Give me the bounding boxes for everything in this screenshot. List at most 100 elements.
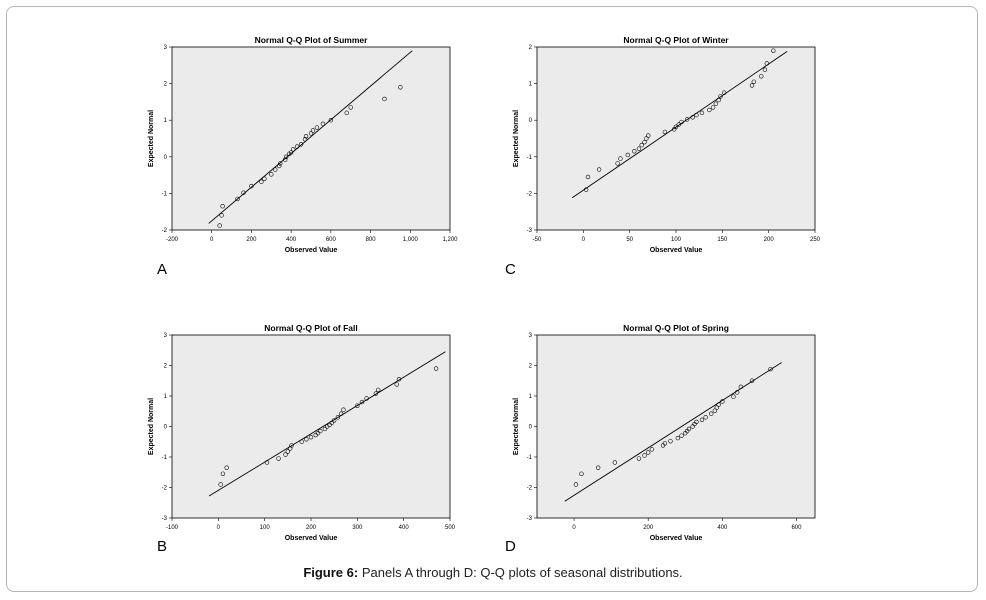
data-point — [646, 133, 651, 138]
data-point — [219, 213, 224, 218]
x-tick-label: 150 — [717, 237, 728, 243]
y-tick-label: 1 — [529, 394, 533, 400]
data-point — [768, 366, 773, 372]
data-point — [679, 119, 684, 125]
data-point — [217, 223, 222, 228]
y-tick-label: 1 — [164, 394, 168, 400]
plot-area — [171, 334, 451, 519]
data-point — [331, 418, 337, 423]
data-point — [764, 61, 770, 66]
chart-title: Normal Q-Q Plot of Winter — [623, 35, 729, 45]
data-point — [583, 187, 589, 192]
x-tick-label: 400 — [399, 525, 410, 531]
plot-area — [536, 46, 816, 231]
data-point — [285, 449, 291, 454]
data-point — [690, 115, 695, 120]
data-point — [341, 407, 346, 412]
y-tick-label: -2 — [527, 191, 533, 197]
x-tick-label: 50 — [626, 237, 633, 243]
data-point — [329, 420, 335, 426]
x-tick-label: 500 — [445, 525, 456, 531]
data-point — [699, 110, 705, 116]
data-point — [684, 117, 690, 122]
y-axis-label: Expected Normal — [513, 110, 520, 167]
data-point — [679, 433, 684, 438]
data-point — [338, 411, 344, 416]
data-point — [235, 196, 240, 202]
data-point — [241, 190, 246, 195]
x-tick-label: 300 — [352, 525, 363, 531]
x-tick-label: 100 — [671, 237, 682, 243]
figure-caption: Figure 6: Panels A through D: Q-Q plots … — [0, 565, 986, 580]
data-point — [220, 471, 226, 476]
data-point — [716, 97, 721, 103]
panel-letter-a: A — [157, 261, 168, 278]
x-tick-label: -100 — [166, 525, 179, 531]
data-point — [325, 424, 330, 429]
data-point — [713, 101, 719, 106]
x-tick-label: -200 — [166, 237, 179, 243]
data-point — [249, 183, 254, 189]
y-tick-label: 0 — [529, 425, 533, 431]
qq-plot-svg: Normal Q-Q Plot of Spring 0 200 400 600 -3 -2 -… — [513, 323, 816, 542]
y-tick-label: -1 — [162, 455, 168, 461]
data-point — [636, 146, 642, 151]
data-point — [220, 204, 225, 209]
data-point — [751, 79, 757, 84]
x-tick-label: 1,000 — [403, 237, 419, 243]
data-point — [771, 48, 776, 53]
x-tick-label: 400 — [717, 525, 728, 531]
qq-plot-svg: Normal Q-Q Plot of Fall -100 0 100 200 300 400… — [148, 323, 456, 542]
data-point — [709, 411, 714, 416]
y-tick-label: 1 — [529, 82, 533, 88]
y-tick-label: -3 — [527, 516, 533, 522]
y-axis-label: Expected Normal — [148, 398, 155, 455]
data-point — [303, 134, 309, 139]
panel-letter-b: B — [157, 538, 168, 555]
data-point — [277, 163, 282, 169]
x-tick-label: 0 — [217, 525, 221, 531]
data-point — [382, 96, 387, 102]
reference-line — [571, 51, 788, 199]
data-point — [738, 384, 744, 390]
x-tick-label: 100 — [260, 525, 271, 531]
qq-plot-svg: Normal Q-Q Plot of Winter -50 0 50 100 150 200… — [513, 35, 821, 254]
data-point — [318, 428, 323, 434]
data-point — [310, 128, 316, 133]
panel-letter-d: D — [505, 538, 516, 555]
data-point — [269, 172, 274, 177]
data-point — [639, 142, 644, 148]
chart-title: Normal Q-Q Plot of Fall — [264, 323, 358, 333]
y-tick-label: -1 — [162, 191, 168, 197]
data-point — [710, 105, 716, 110]
y-tick-label: 2 — [529, 364, 533, 370]
data-point — [762, 67, 768, 72]
data-point — [314, 125, 320, 130]
data-point — [596, 167, 602, 172]
data-point — [396, 377, 402, 382]
data-point — [642, 453, 647, 458]
chart-title: Normal Q-Q Plot of Spring — [623, 323, 729, 333]
x-tick-label: 200 — [764, 237, 775, 243]
y-tick-label: 0 — [529, 118, 533, 124]
data-point — [218, 482, 223, 487]
data-point — [308, 434, 314, 440]
data-point — [694, 112, 699, 118]
x-tick-label: 250 — [810, 237, 821, 243]
x-axis-label: Observed Value — [285, 247, 338, 254]
data-point — [675, 435, 681, 441]
y-tick-label: 3 — [529, 333, 533, 339]
y-tick-label: -1 — [527, 455, 533, 461]
figure-frame — [6, 6, 978, 592]
y-tick-label: -3 — [162, 516, 168, 522]
data-point — [673, 124, 679, 129]
data-point — [615, 161, 620, 166]
data-point — [718, 94, 723, 99]
data-point — [322, 426, 328, 432]
chart-title: Normal Q-Q Plot of Summer — [255, 35, 369, 45]
data-point — [282, 157, 288, 162]
data-point — [433, 366, 439, 371]
data-point — [625, 152, 631, 158]
data-point — [394, 382, 399, 387]
data-point — [335, 415, 341, 420]
